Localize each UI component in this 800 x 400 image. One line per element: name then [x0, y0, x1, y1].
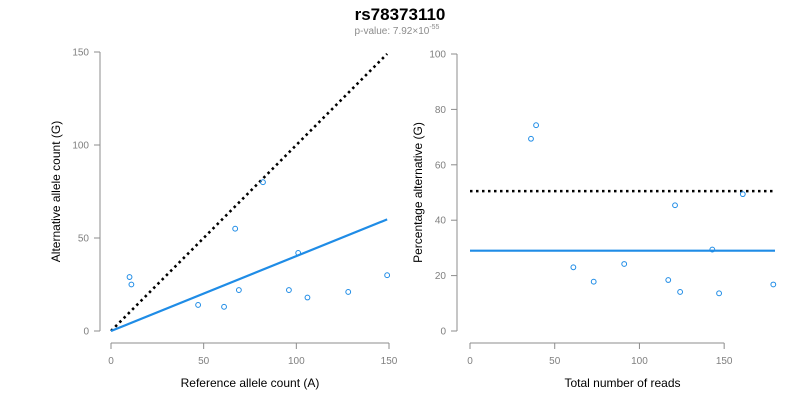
- left-y-tick-label: 150: [72, 48, 89, 59]
- right-y-tick-label: 80: [435, 105, 447, 116]
- right-data-point: [528, 135, 534, 142]
- left-y-tick-label: 100: [72, 141, 89, 152]
- left-data-point: [128, 281, 135, 288]
- left-data-point: [260, 179, 266, 186]
- figure-title: rs78373110: [355, 5, 446, 24]
- left-x-tick-label: 100: [288, 356, 305, 367]
- right-data-point: [672, 202, 678, 209]
- left-y-axis-label: Alternative allele count (G): [49, 121, 63, 262]
- right-x-tick-label: 50: [549, 356, 561, 367]
- left-data-point: [235, 287, 242, 293]
- left-data-point: [384, 272, 391, 279]
- right-y-tick-label: 100: [429, 50, 446, 61]
- left-x-tick-label: 0: [108, 356, 114, 367]
- right-y-tick-label: 40: [435, 216, 447, 227]
- left-reference-dotted-line: [110, 52, 389, 332]
- left-panel-scatter: 0 50 100 150 0 50 100 150 Reference allele count…: [49, 48, 398, 391]
- right-data-point: [709, 246, 716, 253]
- p-value-label: p-value: 7.92×10: [355, 26, 430, 37]
- right-x-tick-label: 150: [716, 356, 733, 367]
- right-y-tick-label: 60: [435, 160, 447, 171]
- right-x-axis-label: Total number of reads: [564, 376, 680, 390]
- left-y-tick-label: 0: [83, 327, 89, 338]
- right-data-point: [739, 191, 746, 198]
- left-y-tick-label: 50: [78, 234, 90, 245]
- left-data-point: [232, 225, 239, 232]
- right-y-axis-label: Percentage alternative (G): [411, 122, 425, 263]
- right-y-tick-label: 0: [440, 327, 446, 338]
- left-data-point: [195, 302, 202, 308]
- left-x-axis-label: Reference allele count (A): [181, 376, 320, 390]
- right-data-point: [533, 122, 539, 129]
- right-x-tick-label: 0: [467, 356, 473, 367]
- p-value-exponent: -55: [429, 24, 439, 31]
- left-data-point: [345, 289, 352, 295]
- right-data-point: [570, 264, 577, 271]
- right-data-point: [590, 278, 597, 285]
- p-value-text: p-value: 7.92×10-55: [355, 24, 440, 37]
- right-data-point: [770, 281, 777, 288]
- left-data-point: [295, 249, 302, 256]
- left-data-point: [126, 274, 133, 280]
- right-data-point: [716, 290, 722, 297]
- left-data-point: [221, 303, 227, 310]
- left-data-point: [304, 294, 311, 301]
- left-x-tick-label: 50: [198, 356, 210, 367]
- right-x-tick-label: 100: [631, 356, 648, 367]
- left-x-tick-label: 150: [381, 356, 398, 367]
- right-panel-scatter: 0 20 40 60 80 100 0 50 100 150 Total number of rea…: [411, 50, 777, 390]
- right-data-point: [677, 289, 684, 295]
- right-y-tick-label: 20: [435, 271, 447, 282]
- right-data-point: [665, 277, 672, 283]
- left-fitted-line: [110, 218, 388, 333]
- right-data-point: [621, 261, 628, 267]
- left-data-point: [286, 287, 292, 293]
